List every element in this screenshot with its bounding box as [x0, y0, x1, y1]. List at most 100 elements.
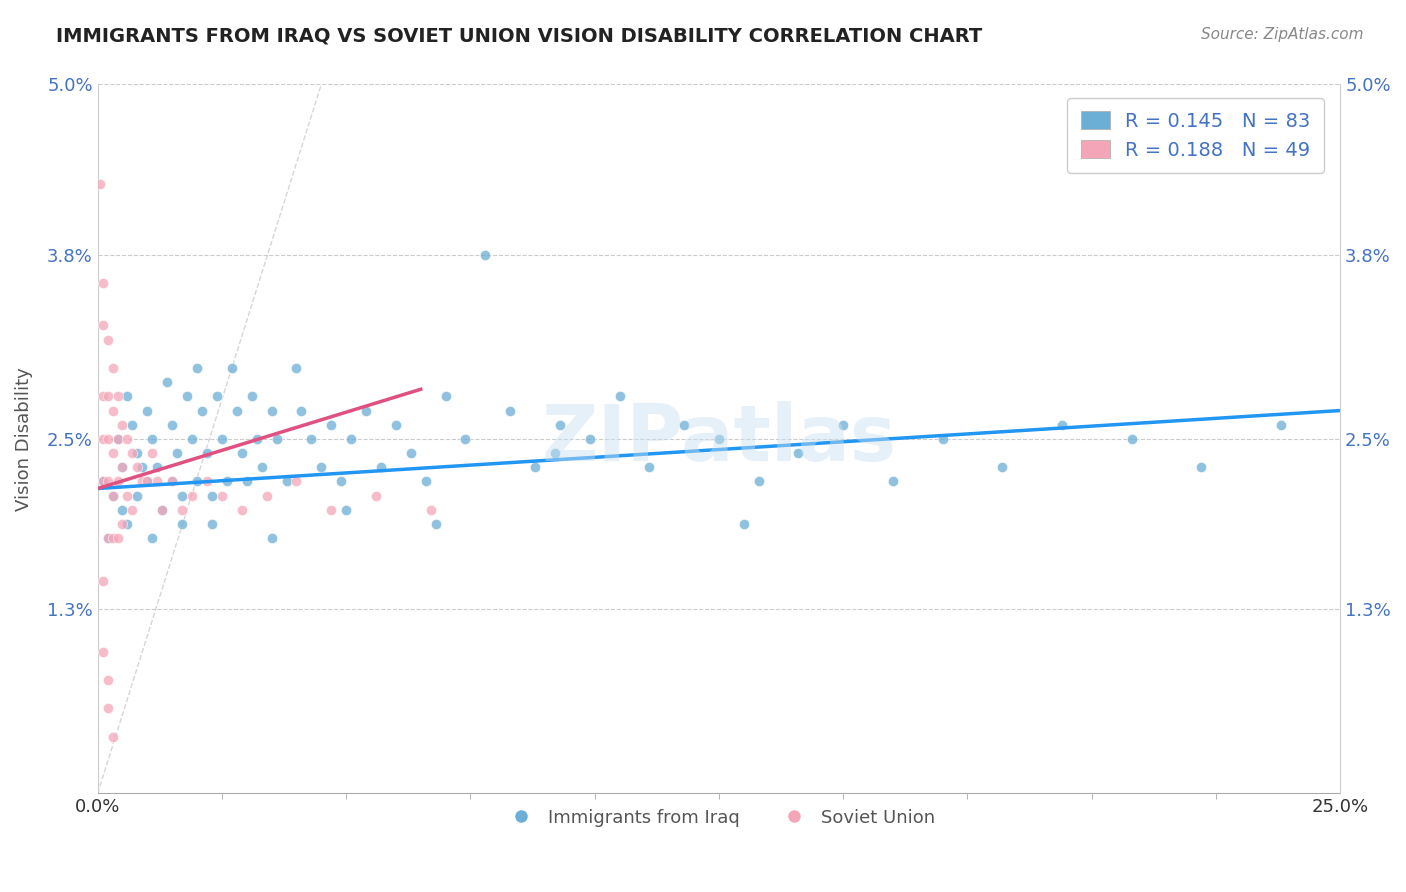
- Point: [638, 460, 661, 475]
- Point: [127, 460, 149, 475]
- Point: [991, 460, 1014, 475]
- Point: [1270, 417, 1292, 432]
- Point: [91, 432, 114, 446]
- Point: [260, 403, 283, 417]
- Point: [111, 417, 134, 432]
- Point: [578, 432, 600, 446]
- Point: [195, 446, 218, 460]
- Point: [91, 574, 114, 588]
- Point: [399, 446, 422, 460]
- Point: [101, 489, 124, 503]
- Point: [107, 432, 129, 446]
- Point: [330, 475, 353, 489]
- Point: [290, 403, 312, 417]
- Point: [186, 475, 208, 489]
- Point: [146, 460, 169, 475]
- Text: Source: ZipAtlas.com: Source: ZipAtlas.com: [1201, 27, 1364, 42]
- Point: [225, 403, 247, 417]
- Point: [285, 361, 308, 376]
- Point: [256, 489, 278, 503]
- Text: IMMIGRANTS FROM IRAQ VS SOVIET UNION VISION DISABILITY CORRELATION CHART: IMMIGRANTS FROM IRAQ VS SOVIET UNION VIS…: [56, 27, 983, 45]
- Point: [215, 475, 238, 489]
- Point: [131, 460, 153, 475]
- Point: [544, 446, 567, 460]
- Legend: Immigrants from Iraq, Soviet Union: Immigrants from Iraq, Soviet Union: [495, 802, 942, 834]
- Point: [97, 333, 120, 347]
- Point: [191, 403, 214, 417]
- Point: [160, 475, 183, 489]
- Point: [91, 644, 114, 658]
- Point: [673, 417, 696, 432]
- Text: ZIPatlas: ZIPatlas: [541, 401, 897, 477]
- Point: [201, 489, 224, 503]
- Point: [370, 460, 392, 475]
- Point: [111, 503, 134, 517]
- Point: [425, 516, 447, 531]
- Point: [707, 432, 730, 446]
- Point: [97, 389, 120, 403]
- Point: [172, 503, 194, 517]
- Point: [548, 417, 571, 432]
- Point: [160, 417, 183, 432]
- Point: [101, 403, 124, 417]
- Point: [89, 177, 111, 191]
- Point: [111, 460, 134, 475]
- Point: [211, 489, 233, 503]
- Point: [91, 475, 114, 489]
- Point: [235, 475, 257, 489]
- Point: [321, 417, 343, 432]
- Point: [136, 475, 159, 489]
- Point: [131, 475, 153, 489]
- Point: [364, 489, 387, 503]
- Point: [136, 403, 159, 417]
- Point: [107, 531, 129, 545]
- Point: [454, 432, 477, 446]
- Point: [127, 489, 149, 503]
- Point: [787, 446, 810, 460]
- Point: [97, 432, 120, 446]
- Point: [97, 531, 120, 545]
- Point: [166, 446, 188, 460]
- Point: [156, 375, 179, 389]
- Point: [176, 389, 198, 403]
- Point: [285, 475, 308, 489]
- Point: [181, 489, 204, 503]
- Point: [107, 389, 129, 403]
- Point: [172, 516, 194, 531]
- Point: [107, 432, 129, 446]
- Point: [240, 389, 263, 403]
- Point: [150, 503, 173, 517]
- Point: [121, 417, 143, 432]
- Point: [127, 446, 149, 460]
- Point: [385, 417, 408, 432]
- Point: [97, 673, 120, 687]
- Point: [609, 389, 631, 403]
- Point: [205, 389, 228, 403]
- Point: [733, 516, 755, 531]
- Point: [354, 403, 377, 417]
- Point: [141, 446, 163, 460]
- Point: [107, 475, 129, 489]
- Point: [181, 432, 204, 446]
- Y-axis label: Vision Disability: Vision Disability: [15, 367, 32, 511]
- Point: [91, 276, 114, 290]
- Point: [97, 701, 120, 715]
- Point: [321, 503, 343, 517]
- Point: [931, 432, 953, 446]
- Point: [97, 475, 120, 489]
- Point: [246, 432, 269, 446]
- Point: [524, 460, 547, 475]
- Point: [101, 361, 124, 376]
- Point: [415, 475, 437, 489]
- Point: [117, 516, 139, 531]
- Point: [201, 516, 224, 531]
- Point: [748, 475, 770, 489]
- Point: [1121, 432, 1143, 446]
- Point: [117, 489, 139, 503]
- Point: [335, 503, 357, 517]
- Point: [434, 389, 457, 403]
- Point: [136, 475, 159, 489]
- Point: [146, 475, 169, 489]
- Point: [121, 503, 143, 517]
- Point: [121, 446, 143, 460]
